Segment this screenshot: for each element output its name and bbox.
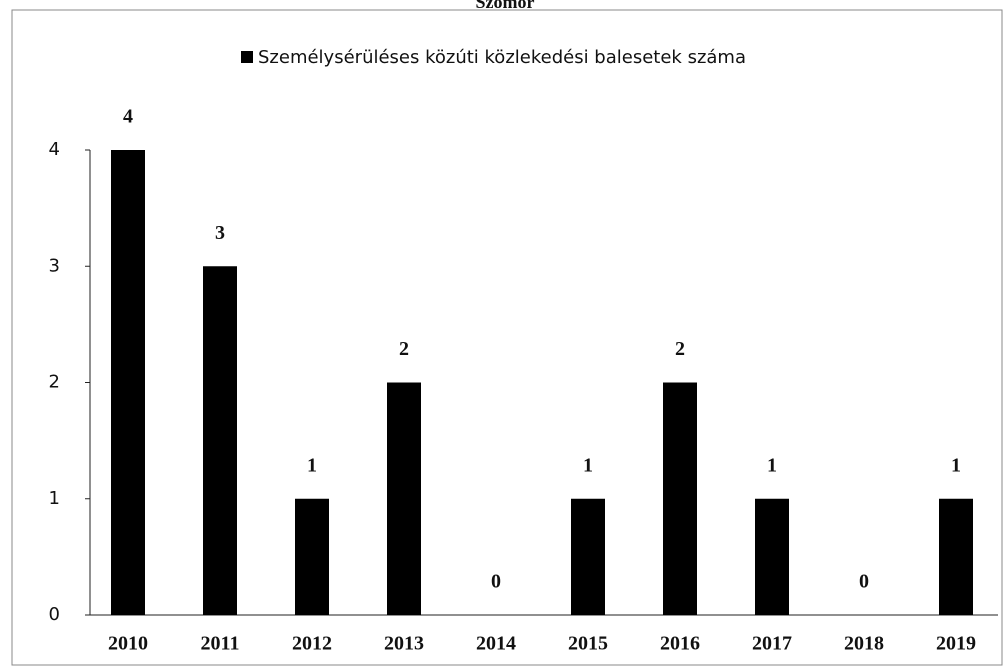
bar	[939, 498, 973, 615]
bar	[203, 266, 237, 615]
data-label: 1	[307, 454, 317, 476]
x-tick-label: 2016	[660, 633, 700, 655]
legend-label: Személysérüléses közúti közlekedési bale…	[258, 47, 746, 68]
data-label: 0	[859, 571, 869, 593]
bar	[387, 382, 421, 615]
x-tick-label: 2012	[292, 633, 332, 655]
data-label: 2	[675, 338, 685, 360]
data-label: 4	[123, 106, 133, 128]
bar	[755, 498, 789, 615]
bar	[295, 498, 329, 615]
y-tick-label: 1	[49, 488, 60, 509]
data-label: 2	[399, 338, 409, 360]
data-label: 1	[951, 454, 961, 476]
data-label: 3	[215, 222, 225, 244]
y-tick-label: 3	[49, 255, 60, 276]
x-tick-label: 2010	[108, 633, 148, 655]
bar	[571, 498, 605, 615]
y-tick-label: 4	[49, 139, 60, 160]
y-tick-label: 2	[49, 372, 60, 393]
legend-swatch	[241, 51, 253, 63]
x-tick-label: 2019	[936, 633, 976, 655]
chart-frame	[11, 9, 1003, 666]
data-label: 1	[583, 454, 593, 476]
x-tick-label: 2015	[568, 633, 608, 655]
data-label: 0	[491, 571, 501, 593]
x-tick-label: 2014	[476, 633, 516, 655]
data-label: 1	[767, 454, 777, 476]
x-tick-label: 2011	[201, 633, 240, 655]
x-tick-label: 2013	[384, 633, 424, 655]
bar	[111, 150, 145, 615]
chart-title: Szomor	[476, 0, 535, 12]
x-tick-label: 2017	[752, 633, 792, 655]
x-tick-label: 2018	[844, 633, 884, 655]
y-tick-label: 0	[49, 604, 60, 625]
bar	[663, 382, 697, 615]
